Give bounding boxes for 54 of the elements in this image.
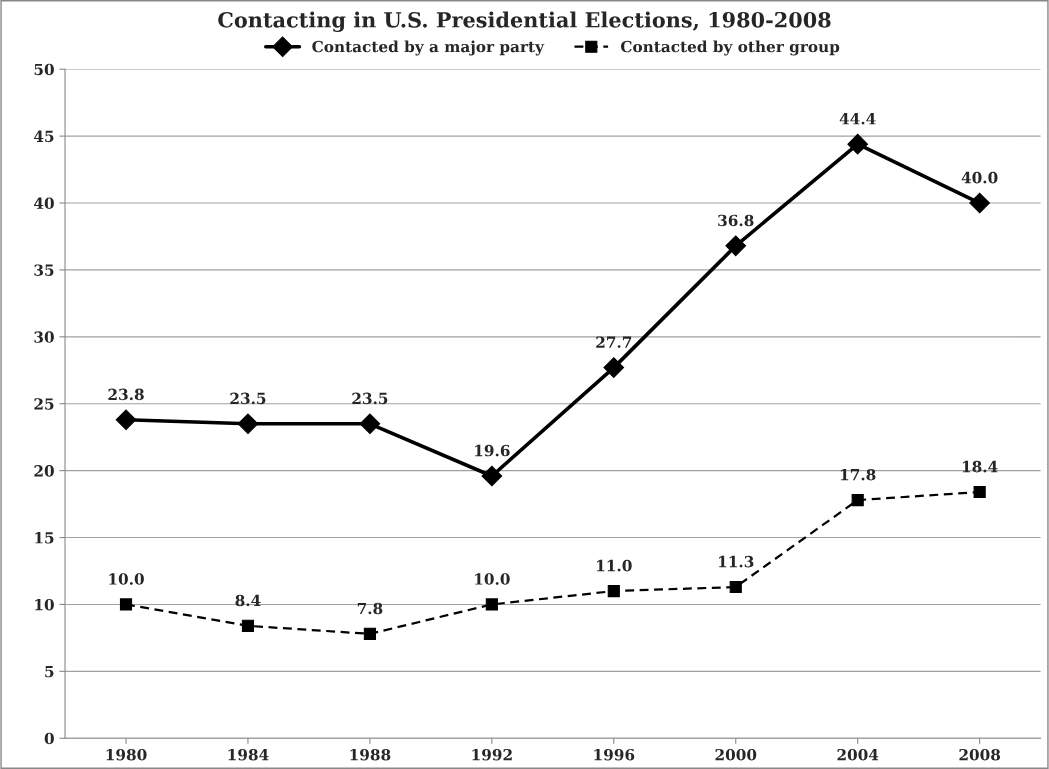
data-label: 8.4	[235, 594, 261, 607]
y-tick-label: 35	[34, 264, 54, 276]
x-tick-label: 2004	[837, 748, 879, 761]
x-tick-label: 1992	[472, 748, 512, 761]
point	[485, 598, 498, 611]
point	[119, 598, 133, 611]
point	[973, 485, 986, 499]
legend-label: Contacted by a major party	[312, 40, 545, 56]
data-label: 17.8	[840, 468, 876, 481]
data-label: 27.7	[596, 336, 632, 348]
y-tick-label: 10	[35, 598, 54, 611]
x-tick-label: 1980	[106, 748, 147, 761]
data-label: 23.5	[230, 392, 266, 405]
data-label: 11.0	[597, 559, 632, 572]
point	[481, 465, 503, 487]
data-label: 10.0	[475, 573, 510, 585]
x-tick-label: 1996	[594, 748, 635, 761]
y-tick-label: 5	[45, 666, 54, 678]
legend-label: Contacted by other group	[620, 40, 840, 56]
data-label: 36.8	[718, 214, 754, 227]
y-tick-label: 40	[33, 197, 54, 210]
data-label: 44.4	[839, 112, 876, 125]
data-label: 23.8	[108, 388, 144, 401]
data-label: 10.0	[109, 573, 144, 585]
point	[241, 619, 255, 632]
point	[729, 580, 742, 594]
data-label: 23.5	[352, 392, 388, 405]
point	[851, 493, 864, 507]
x-tick-label: 2008	[959, 748, 1001, 761]
point	[603, 357, 625, 378]
data-label: 40.0	[961, 171, 998, 184]
point	[969, 192, 990, 214]
x-tick-label: 1984	[228, 748, 269, 761]
y-tick-label: 30	[34, 331, 54, 343]
point	[725, 235, 747, 257]
y-tick-label: 0	[44, 732, 54, 745]
y-tick-label: 15	[35, 532, 54, 544]
point	[607, 584, 620, 598]
x-tick-label: 2000	[715, 748, 757, 761]
y-tick-label: 50	[34, 63, 54, 76]
data-label: 7.8	[357, 602, 383, 615]
data-label: 11.3	[719, 555, 754, 568]
data-label: 18.4	[962, 460, 998, 473]
point	[359, 413, 381, 435]
point	[237, 413, 259, 435]
y-tick-label: 25	[34, 398, 54, 410]
x-tick-label: 1988	[350, 748, 391, 761]
point	[847, 133, 869, 155]
point	[115, 409, 137, 431]
point	[363, 627, 376, 640]
chart-title: Contacting in U.S. Presidential Elections, 1980-2008	[218, 11, 831, 32]
y-tick-label: 45	[33, 130, 54, 143]
y-tick-label: 20	[34, 465, 54, 477]
data-label: 19.6	[475, 444, 510, 457]
